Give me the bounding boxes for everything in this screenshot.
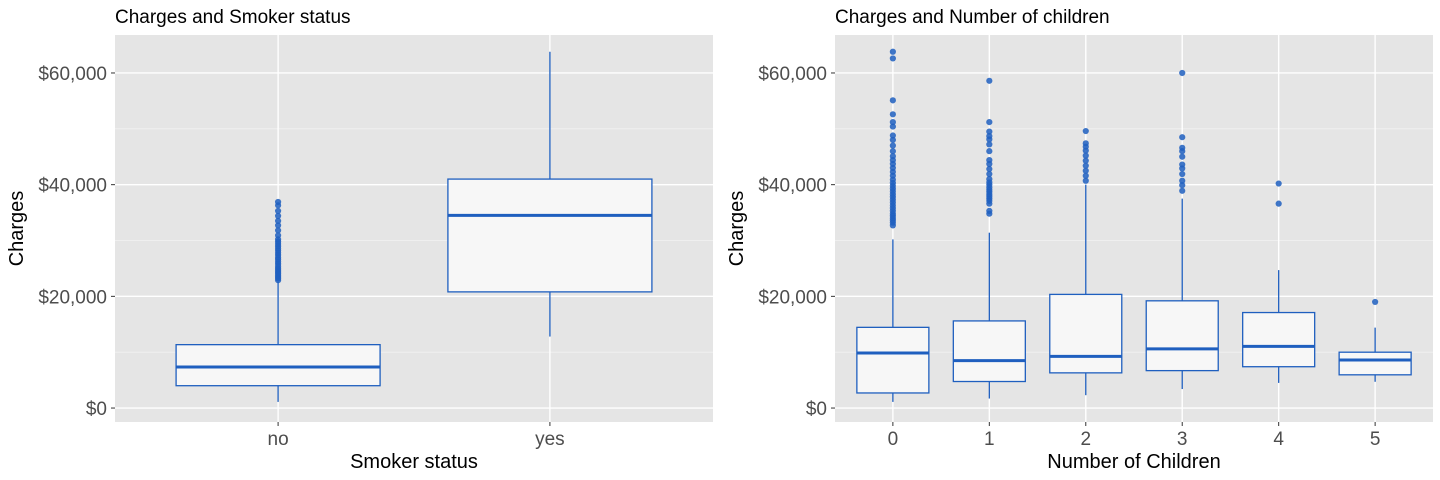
outlier-point <box>274 198 282 206</box>
boxplot <box>1338 298 1412 382</box>
outlier-point <box>986 77 993 84</box>
outlier-point <box>1082 172 1089 179</box>
box <box>175 344 381 387</box>
y-tick-label: $40,000 <box>758 176 827 197</box>
outlier-point <box>1372 298 1379 306</box>
x-axis: 0 1 2 3 4 5 <box>888 422 1381 450</box>
outlier-point <box>1082 157 1089 164</box>
y-axis: $0 $20,000 $40,000 $60,000 <box>38 64 115 420</box>
outlier-point <box>986 148 993 155</box>
smoker-chart: Charges and Smoker status $0 $20,000 $40,0… <box>6 7 713 473</box>
outlier-point <box>1179 170 1186 178</box>
x-tick-label: yes <box>535 429 565 450</box>
outlier-point <box>274 222 282 229</box>
outlier-point <box>889 132 896 139</box>
box <box>1242 311 1316 368</box>
box <box>952 320 1026 383</box>
outlier-point <box>986 165 993 173</box>
outlier-point <box>1179 134 1186 141</box>
outlier-point <box>986 128 993 135</box>
outlier-point <box>274 227 282 234</box>
outlier-point <box>1179 69 1186 77</box>
boxplots <box>175 51 653 402</box>
outlier-point <box>274 207 282 215</box>
box <box>1049 293 1123 374</box>
y-tick-label: $0 <box>806 399 827 420</box>
outlier-point <box>274 217 282 225</box>
outlier-point <box>986 132 993 140</box>
outlier-point <box>1082 162 1089 169</box>
outlier-point <box>1179 182 1186 189</box>
outlier-point <box>1179 153 1186 160</box>
outlier-point <box>1082 177 1089 184</box>
outlier-point <box>889 153 896 160</box>
x-axis: no yes <box>268 422 565 450</box>
outlier-point <box>889 142 896 149</box>
outlier-point <box>1179 187 1186 194</box>
outlier-point <box>986 156 993 164</box>
boxplot <box>1049 127 1123 396</box>
outlier-point <box>1179 161 1186 168</box>
outlier-point <box>1082 140 1089 147</box>
boxplot <box>1145 69 1219 390</box>
outlier-point <box>986 170 993 178</box>
x-tick-label: 5 <box>1370 429 1381 450</box>
outlier-point <box>986 175 993 183</box>
outlier-point <box>1275 180 1282 187</box>
box <box>856 326 930 394</box>
x-tick-label: 1 <box>984 429 995 450</box>
outlier-point <box>986 141 993 148</box>
outlier-point <box>1082 127 1089 135</box>
y-axis-label: Charges <box>726 191 748 267</box>
chart-title: Charges and Number of children <box>835 7 1110 28</box>
outlier-point <box>1179 177 1186 184</box>
x-tick-label: 3 <box>1177 429 1188 450</box>
y-tick-label: $40,000 <box>38 176 107 197</box>
y-axis: $0 $20,000 $40,000 $60,000 <box>758 64 835 420</box>
x-axis-label: Number of Children <box>1047 451 1220 473</box>
outlier-point <box>986 119 993 126</box>
boxplot <box>1242 180 1316 383</box>
x-tick-label: 4 <box>1273 429 1284 450</box>
outlier-point <box>1082 167 1089 174</box>
boxplot <box>952 77 1026 399</box>
outlier-point <box>889 148 896 155</box>
boxplots <box>856 48 1412 402</box>
box <box>1145 300 1219 372</box>
x-tick-label: no <box>268 429 289 450</box>
boxplot <box>856 48 930 402</box>
outlier-point <box>1179 144 1186 151</box>
boxplot <box>447 51 653 337</box>
outlier-point <box>889 48 896 55</box>
plot-background <box>835 35 1433 422</box>
y-tick-label: $20,000 <box>758 287 827 308</box>
x-tick-label: 2 <box>1080 429 1091 450</box>
x-tick-label: 0 <box>888 429 899 450</box>
children-chart: Charges and Number of children $0 $20,000… <box>726 7 1433 473</box>
outlier-point <box>274 212 282 220</box>
y-tick-label: $20,000 <box>38 287 107 308</box>
outlier-point <box>1082 152 1089 159</box>
x-axis-label: Smoker status <box>350 451 478 473</box>
boxplot <box>175 198 381 402</box>
y-tick-label: $0 <box>86 399 107 420</box>
outlier-point <box>889 111 896 118</box>
outlier-point <box>986 207 993 215</box>
outlier-point <box>1275 200 1282 207</box>
outlier-point <box>889 136 896 144</box>
chart-title: Charges and Smoker status <box>115 7 351 28</box>
y-tick-label: $60,000 <box>758 64 827 85</box>
y-tick-label: $60,000 <box>38 64 107 85</box>
outlier-point <box>889 97 896 104</box>
outlier-point <box>889 55 896 62</box>
outlier-point <box>889 119 896 126</box>
outlier-point <box>274 232 282 239</box>
box <box>447 178 653 293</box>
y-axis-label: Charges <box>6 191 28 267</box>
outlier-point <box>889 123 896 130</box>
box <box>1338 351 1412 376</box>
